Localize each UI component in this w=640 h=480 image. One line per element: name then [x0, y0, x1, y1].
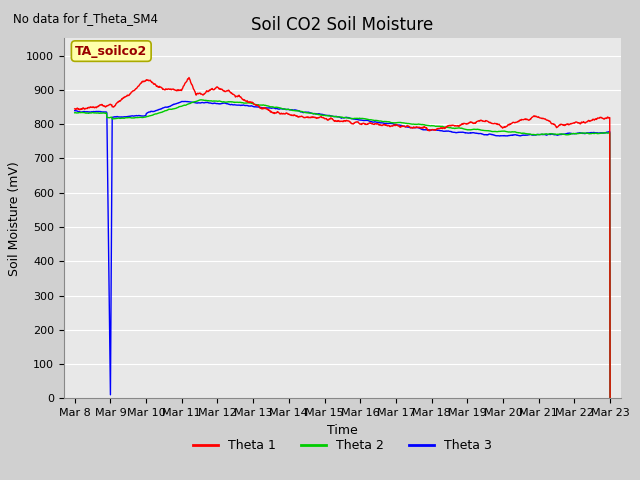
Text: No data for f_Theta_SM4: No data for f_Theta_SM4 — [13, 12, 158, 25]
Text: TA_soilco2: TA_soilco2 — [75, 45, 147, 58]
X-axis label: Time: Time — [327, 424, 358, 437]
Y-axis label: Soil Moisture (mV): Soil Moisture (mV) — [8, 161, 20, 276]
Title: Soil CO2 Soil Moisture: Soil CO2 Soil Moisture — [252, 16, 433, 34]
Legend: Theta 1, Theta 2, Theta 3: Theta 1, Theta 2, Theta 3 — [188, 434, 497, 457]
